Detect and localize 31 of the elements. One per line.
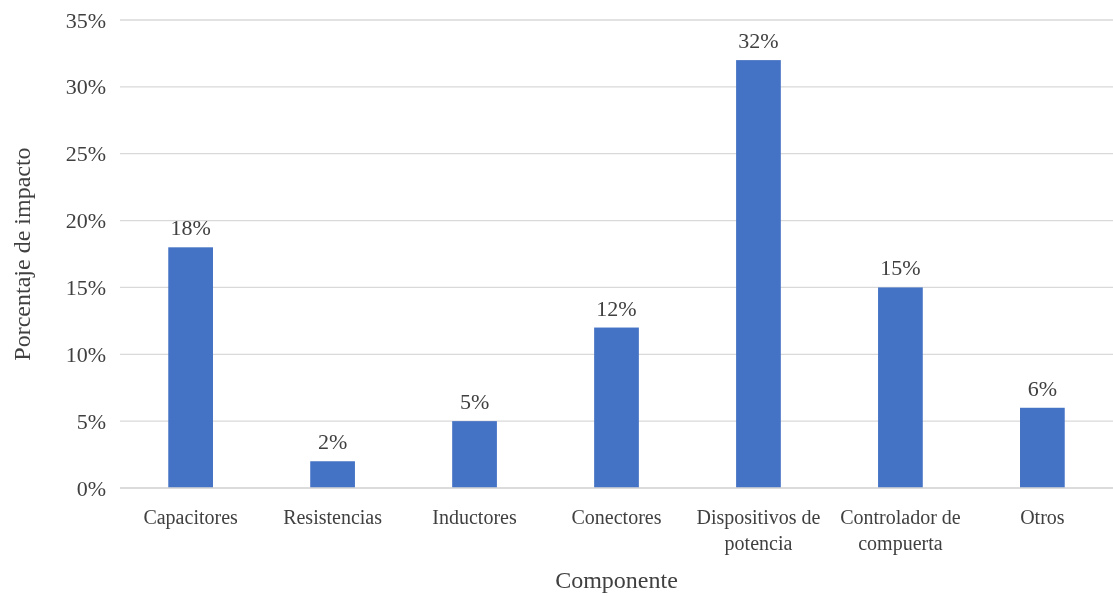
- x-tick-label: Conectores: [571, 506, 662, 528]
- data-label: 15%: [880, 255, 921, 281]
- y-tick-label: 0%: [76, 475, 106, 501]
- data-label: 18%: [170, 215, 211, 241]
- x-tick-label: Controlador de compuerta: [840, 506, 961, 555]
- x-tick-label: Inductores: [432, 506, 517, 528]
- y-tick-label: 30%: [65, 74, 106, 100]
- y-tick-label: 20%: [65, 208, 106, 234]
- y-tick-label: 35%: [65, 7, 106, 33]
- bar: [1020, 407, 1065, 488]
- x-tick-label: Dispositivos de potencia: [696, 506, 821, 555]
- x-axis-title: Componente: [555, 567, 678, 593]
- y-tick-label: 25%: [65, 141, 106, 167]
- data-label: 6%: [1027, 375, 1058, 401]
- y-tick-label: 5%: [76, 408, 106, 434]
- y-tick-label: 10%: [65, 341, 106, 367]
- y-tick-label: 15%: [65, 274, 106, 300]
- bar: [878, 287, 923, 488]
- y-axis-title: Porcentaje de impacto: [9, 147, 35, 361]
- x-tick-label: Resistencias: [283, 506, 383, 528]
- x-tick-label: Otros: [1020, 506, 1065, 528]
- data-label: 5%: [459, 389, 490, 415]
- x-tick-label: Capacitores: [143, 506, 239, 529]
- data-label: 12%: [596, 295, 637, 321]
- bar: [736, 60, 781, 488]
- data-label: 32%: [738, 28, 779, 54]
- data-label: 2%: [317, 429, 348, 455]
- bar: [452, 421, 497, 488]
- bar: [168, 247, 213, 488]
- bar: [594, 327, 639, 488]
- bar: [310, 461, 355, 488]
